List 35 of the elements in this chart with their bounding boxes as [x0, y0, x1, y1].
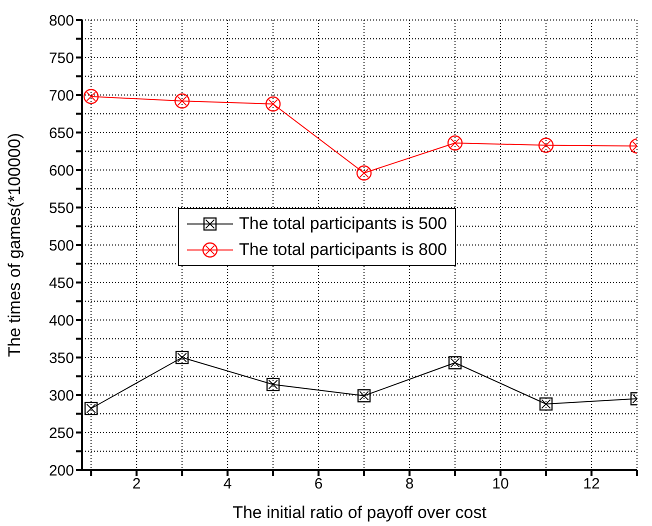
y-tick-label: 350: [48, 350, 74, 367]
x-tick-label: 8: [405, 476, 414, 493]
y-tick-label: 700: [48, 87, 74, 104]
y-tick-label: 200: [48, 462, 74, 480]
y-tick-label: 500: [48, 237, 74, 254]
point: [265, 96, 281, 112]
point: [539, 397, 553, 411]
x-axis-title: The initial ratio of payoff over cost: [232, 503, 487, 522]
point: [84, 402, 98, 416]
y-tick-label: 450: [48, 274, 74, 292]
legend-label: The total participants is 500: [239, 214, 447, 234]
x-tick-label: 2: [132, 476, 141, 493]
y-tick-label: 550: [48, 200, 74, 217]
y-tick-label: 650: [48, 124, 74, 142]
point: [266, 378, 280, 392]
legend-label: The total participants is 800: [239, 240, 447, 260]
point: [356, 165, 372, 181]
point: [448, 356, 462, 370]
point: [84, 88, 99, 104]
point: [175, 350, 189, 364]
y-tick-label: 300: [48, 387, 74, 404]
point: [357, 389, 371, 402]
point: [538, 138, 554, 153]
x-tick-label: 10: [492, 476, 509, 493]
y-tick-label: 800: [48, 12, 74, 30]
y-axis-title: The times of games(*100000): [5, 133, 24, 357]
x-tick-label: 4: [223, 476, 232, 493]
y-tick-label: 250: [48, 424, 74, 442]
point: [447, 135, 463, 151]
x-tick-label: 6: [314, 476, 323, 493]
y-tick-label: 600: [48, 162, 74, 180]
y-tick-label: 750: [48, 50, 74, 67]
y-tick-label: 400: [48, 312, 74, 330]
x-tick-label: 12: [583, 476, 600, 493]
point: [174, 93, 190, 109]
